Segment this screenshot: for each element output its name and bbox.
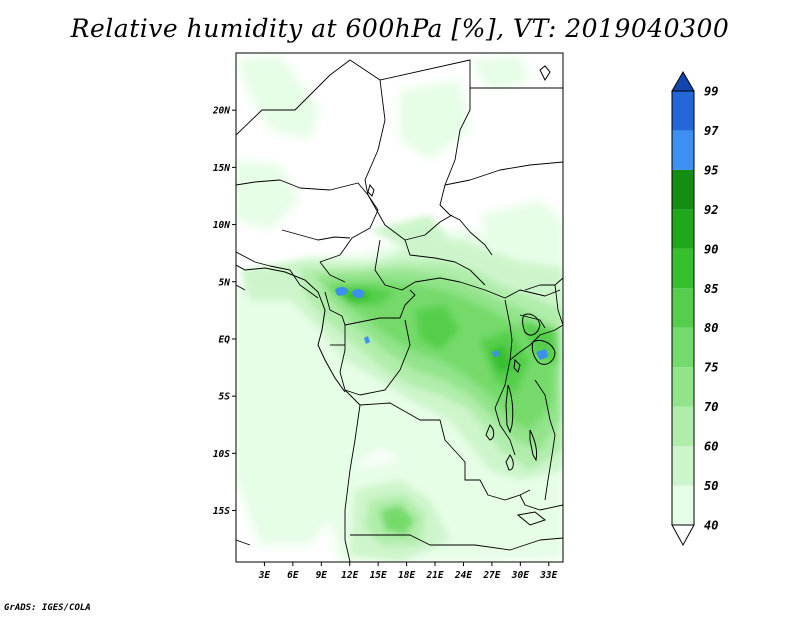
colorbar-level-label: 60: [704, 440, 718, 454]
lon-tick-label: 9E: [316, 570, 328, 581]
colorbar: 40 50 60 70 75 80 85 90 92 95 97 99: [671, 71, 719, 547]
colorbar-level-label: 92: [704, 203, 718, 217]
humidity-level-high: [335, 287, 548, 360]
lat-tick-label: 15S: [213, 506, 230, 517]
colorbar-level-label: 70: [704, 400, 718, 414]
colorbar-level-label: 97: [704, 124, 719, 138]
lat-tick-label: 10S: [213, 449, 230, 460]
colorbar-segment: [672, 367, 694, 407]
colorbar-segment: [672, 288, 694, 328]
colorbar-segment: [672, 248, 694, 289]
coastline-and-lakes: [236, 65, 556, 526]
colorbar-segment: [672, 169, 694, 210]
lon-tick-label: 27E: [482, 570, 500, 581]
colorbar-level-label: 75: [704, 361, 718, 375]
longitude-axis: 3E 6E 9E 12E 15E 18E 21E 24E 27E 30E 33E: [258, 562, 558, 581]
colorbar-segment: [672, 91, 694, 131]
lon-tick-label: 30E: [511, 570, 529, 581]
colorbar-segment: [672, 485, 694, 525]
colorbar-level-label: 80: [704, 321, 718, 335]
lat-tick-label: 5N: [219, 277, 231, 288]
lat-tick-label: 10N: [213, 220, 230, 231]
colorbar-min-arrow: [671, 524, 695, 547]
colorbar-segment: [672, 209, 694, 249]
colorbar-segment: [672, 130, 694, 170]
lon-tick-label: 15E: [370, 570, 387, 581]
lon-tick-label: 24E: [454, 570, 472, 581]
colorbar-segment: [672, 327, 694, 368]
country-borders: [236, 59, 563, 562]
lat-tick-label: EQ: [219, 334, 231, 345]
latitude-axis: 20N 15N 10N 5N EQ 5S 10S 15S: [212, 106, 236, 517]
colorbar-level-label: 85: [704, 282, 718, 296]
lon-tick-label: 21E: [425, 570, 443, 581]
map-panel: 20N 15N 10N 5N EQ 5S 10S 15S 3E 6E 9E 12E 15E 18E 21E…: [212, 52, 564, 581]
colorbar-segment: [672, 406, 694, 447]
lon-tick-label: 3E: [258, 570, 271, 581]
lat-tick-label: 5S: [219, 392, 231, 403]
colorbar-segment: [672, 446, 694, 486]
lon-tick-label: 6E: [287, 570, 299, 581]
map-frame: [235, 52, 564, 563]
lon-tick-label: 12E: [341, 570, 358, 581]
grads-credit: GrADS: IGES/COLA: [4, 603, 91, 613]
colorbar-level-label: 40: [704, 519, 718, 533]
colorbar-level-label: 99: [704, 85, 718, 99]
map-title: Relative humidity at 600hPa [%], VT: 201…: [70, 14, 730, 43]
lon-tick-label: 33E: [539, 570, 557, 581]
colorbar-level-label: 95: [704, 163, 718, 177]
lon-tick-label: 18E: [398, 570, 415, 581]
colorbar-level-label: 90: [704, 242, 718, 256]
colorbar-max-arrow: [671, 71, 695, 92]
colorbar-level-label: 50: [704, 479, 718, 493]
lat-tick-label: 20N: [212, 106, 230, 117]
lat-tick-label: 15N: [213, 163, 230, 174]
